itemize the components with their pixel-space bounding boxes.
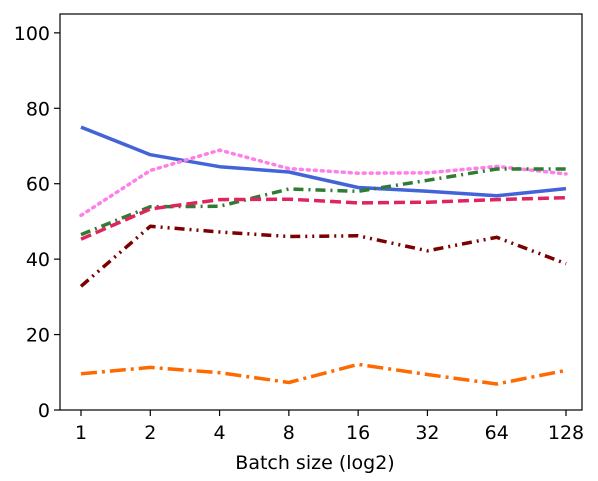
y-tick-label-20: 20: [26, 325, 50, 347]
x-tick-label-1: 1: [75, 422, 87, 444]
y-tick-label-80: 80: [26, 98, 50, 120]
plot-frame: [59, 13, 583, 411]
y-tick-label-100: 100: [14, 23, 50, 45]
series-1-line: [80, 125, 567, 198]
series-layer: [79, 125, 568, 386]
x-tick-label-16: 16: [346, 422, 370, 444]
x-tick-label-128: 128: [548, 422, 584, 444]
series-5-line: [79, 224, 567, 288]
x-tick-label-8: 8: [283, 422, 295, 444]
x-tick-label-64: 64: [485, 422, 509, 444]
series-6: [80, 362, 567, 386]
y-tick-label-60: 60: [26, 174, 50, 196]
series-5: [79, 224, 567, 288]
series-3-line: [80, 167, 566, 237]
series-3: [80, 167, 566, 237]
x-tick-label-32: 32: [415, 422, 439, 444]
series-4-line: [80, 195, 567, 241]
y-tick-label-40: 40: [26, 249, 50, 271]
series-4: [80, 195, 567, 241]
x-tick-label-4: 4: [214, 422, 226, 444]
y-tick-label-0: 0: [38, 400, 50, 422]
series-2: [79, 148, 568, 218]
x-tick-label-2: 2: [144, 422, 156, 444]
series-2-line: [79, 148, 568, 218]
x-axis: 1 2 4 8 16 32 64 128: [75, 410, 584, 444]
series-1: [80, 125, 567, 198]
series-6-line: [80, 362, 567, 386]
y-axis: 0 20 40 60 80 100: [14, 23, 60, 422]
x-axis-label: Batch size (log2): [235, 452, 394, 474]
